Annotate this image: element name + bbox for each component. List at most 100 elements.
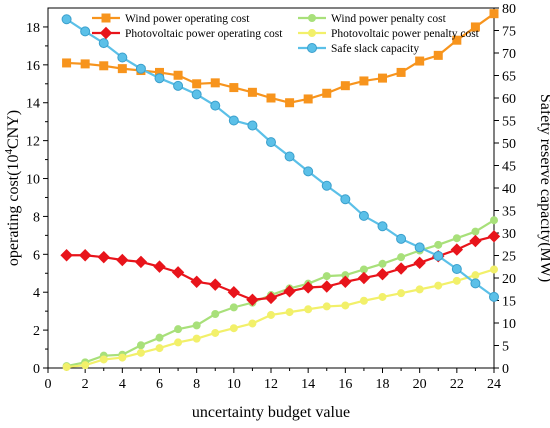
x-tick-label: 2: [82, 377, 89, 392]
data-point: [266, 93, 276, 103]
data-point: [98, 38, 109, 49]
data-point: [471, 271, 480, 280]
data-point: [489, 291, 499, 302]
data-point: [396, 233, 407, 244]
data-point: [397, 253, 406, 262]
data-point: [264, 291, 278, 305]
data-point: [229, 83, 239, 93]
series-line: [65, 18, 495, 298]
y-left-tick-label: 8: [33, 210, 40, 225]
legend-swatch-marker: [308, 29, 316, 37]
y-left-axis-ticks: 0 2 4 6 8 10 12 14 16 18: [26, 21, 48, 377]
legend-label: Wind power operating cost: [125, 13, 250, 25]
y-left-tick-label: 14: [26, 97, 40, 112]
data-point: [229, 303, 238, 312]
y-right-tick-label: 10: [502, 317, 516, 332]
legend-item: Safe slack capacity: [298, 43, 419, 55]
data-point: [173, 80, 184, 91]
y-right-axis-title: Safety reserve capacity(MW): [537, 94, 550, 282]
data-point: [321, 180, 332, 191]
legend: Wind power operating cost Wind power pena…: [92, 13, 480, 55]
series-safe-slack-capacity: [61, 14, 499, 302]
legend-label: Wind power penalty cost: [331, 13, 447, 25]
x-tick-label: 4: [119, 377, 126, 392]
y-right-axis-ticks: 0 5 10 15 20 25 30 35 40 45 50 55 60 65 70 75 80: [494, 2, 516, 377]
y-left-tick-label: 12: [26, 135, 40, 150]
x-tick-label: 6: [156, 377, 163, 392]
x-tick-label: 24: [487, 377, 501, 392]
y-left-axis-title: operating cost(104CNY): [3, 110, 22, 266]
data-point: [191, 89, 202, 100]
data-point: [154, 73, 165, 84]
data-point: [246, 293, 259, 306]
data-point: [357, 271, 371, 285]
y-left-tick-label: 4: [33, 286, 40, 301]
x-tick-label: 14: [301, 377, 315, 392]
data-point: [135, 63, 146, 74]
data-point: [378, 292, 387, 301]
legend-label: Photovoltaic power operating cost: [125, 28, 283, 40]
data-point: [470, 22, 480, 32]
y-right-tick-label: 55: [502, 115, 516, 130]
data-point: [247, 87, 257, 97]
data-point: [267, 310, 275, 319]
y-left-tick-label: 0: [33, 362, 40, 377]
x-tick-label: 18: [376, 377, 390, 392]
data-point: [415, 285, 424, 294]
data-point: [266, 137, 276, 148]
series-line: [66, 235, 495, 301]
y-right-tick-label: 50: [502, 137, 516, 152]
y-right-tick-label: 15: [502, 295, 516, 310]
data-point: [61, 14, 72, 25]
data-point: [339, 275, 352, 288]
data-point: [80, 26, 91, 37]
y-left-tick-label: 2: [33, 324, 40, 339]
series-wind-power-penalty-cost: [62, 216, 498, 371]
series-layer: [60, 9, 501, 372]
data-point: [359, 76, 369, 86]
data-point: [452, 234, 461, 243]
data-point: [228, 115, 239, 126]
legend-swatch-marker: [308, 14, 316, 22]
data-point: [396, 67, 406, 77]
data-point: [192, 334, 201, 343]
data-point: [378, 73, 387, 83]
data-point: [452, 35, 462, 45]
data-point: [155, 344, 164, 353]
legend-label: Safe slack capacity: [331, 43, 419, 55]
data-point: [60, 249, 73, 262]
x-tick-label: 10: [227, 377, 241, 392]
data-point: [322, 88, 332, 98]
data-point: [99, 355, 108, 364]
data-point: [62, 363, 71, 372]
y-right-tick-label: 20: [502, 272, 516, 287]
x-tick-label: 8: [193, 377, 200, 392]
data-point: [118, 353, 127, 362]
data-point: [155, 333, 164, 342]
data-point: [284, 151, 295, 162]
data-point: [320, 280, 333, 293]
data-point: [470, 278, 481, 289]
data-point: [209, 278, 222, 291]
y-right-tick-label: 75: [502, 25, 516, 40]
y-right-tick-label: 65: [502, 70, 516, 85]
series-line: [66, 219, 495, 368]
data-point: [190, 275, 203, 288]
x-tick-label: 22: [450, 377, 464, 392]
data-point: [227, 286, 241, 299]
data-point: [340, 194, 351, 205]
x-axis-ticks: 0 2 4 6 8 10 12 14 16 18 20 22 24: [45, 368, 501, 392]
data-point: [359, 296, 368, 305]
x-tick-label: 12: [264, 377, 278, 392]
data-point: [340, 81, 350, 91]
data-point: [451, 264, 462, 274]
data-point: [247, 120, 258, 131]
data-point: [248, 319, 257, 328]
data-point: [97, 250, 110, 264]
data-point: [490, 216, 498, 225]
data-point: [433, 50, 443, 60]
data-point: [397, 289, 406, 298]
data-point: [304, 305, 313, 314]
data-point: [174, 338, 183, 347]
y-right-tick-label: 45: [502, 160, 516, 175]
